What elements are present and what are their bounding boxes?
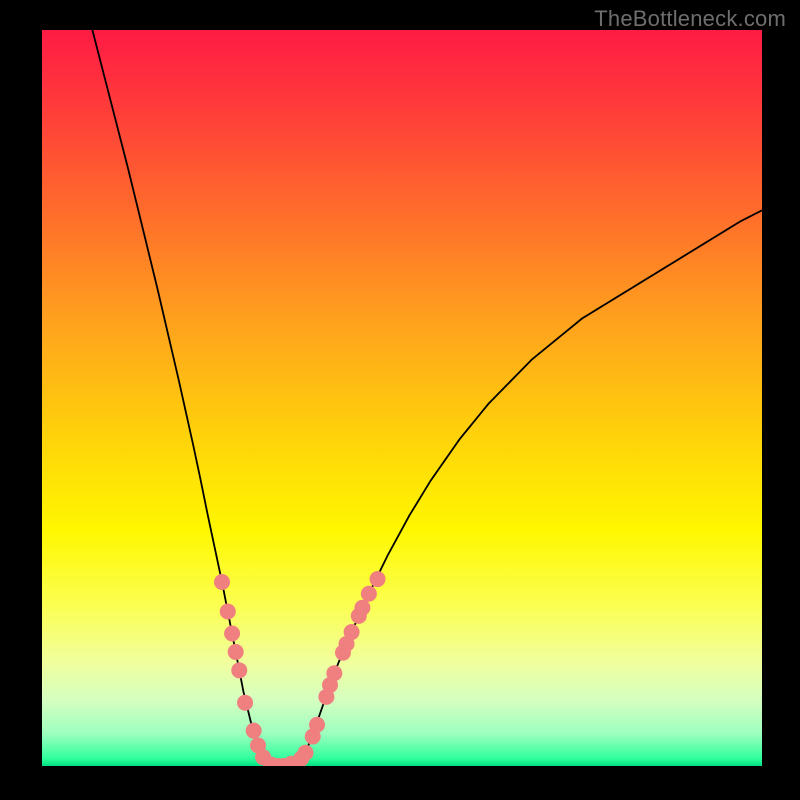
data-point-marker	[220, 603, 236, 619]
watermark-text: TheBottleneck.com	[594, 6, 786, 32]
bottleneck-chart	[0, 0, 800, 800]
data-point-marker	[309, 717, 325, 733]
data-point-marker	[228, 644, 244, 660]
data-point-marker	[370, 571, 386, 587]
data-point-marker	[237, 695, 253, 711]
data-point-marker	[214, 574, 230, 590]
data-point-marker	[231, 662, 247, 678]
data-point-marker	[354, 600, 370, 616]
data-point-marker	[361, 586, 377, 602]
data-point-marker	[344, 624, 360, 640]
chart-container: TheBottleneck.com	[0, 0, 800, 800]
data-point-marker	[326, 665, 342, 681]
data-point-marker	[224, 626, 240, 642]
data-point-marker	[246, 723, 262, 739]
data-point-marker	[298, 745, 314, 761]
gradient-background	[42, 30, 762, 766]
